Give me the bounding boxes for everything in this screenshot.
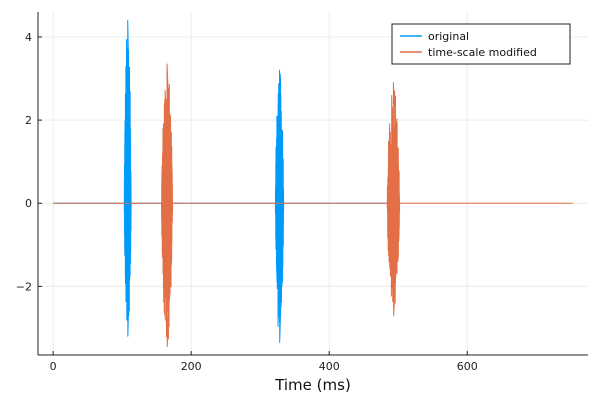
x-tick-label: 600 bbox=[457, 360, 478, 373]
series-line bbox=[53, 63, 573, 348]
series-line bbox=[53, 19, 399, 344]
y-tick-label: −2 bbox=[16, 280, 32, 293]
x-tick-label: 0 bbox=[50, 360, 57, 373]
series-time-scale-modified bbox=[53, 63, 573, 348]
x-tick-label: 200 bbox=[181, 360, 202, 373]
axes bbox=[37, 12, 588, 356]
y-tick-label: 4 bbox=[25, 31, 32, 44]
legend-label: original bbox=[428, 30, 469, 43]
legend-label: time-scale modified bbox=[428, 46, 537, 59]
x-axis-title: Time (ms) bbox=[274, 376, 351, 394]
series-layer bbox=[53, 19, 573, 348]
x-tick-label: 400 bbox=[319, 360, 340, 373]
series-original bbox=[53, 19, 399, 344]
legend-box bbox=[391, 23, 571, 65]
y-tick-label: 0 bbox=[25, 197, 32, 210]
legend: original time-scale modified bbox=[391, 23, 571, 65]
ticks: 0 200 400 600 −2 0 2 4 bbox=[16, 31, 478, 373]
y-tick-label: 2 bbox=[25, 114, 32, 127]
